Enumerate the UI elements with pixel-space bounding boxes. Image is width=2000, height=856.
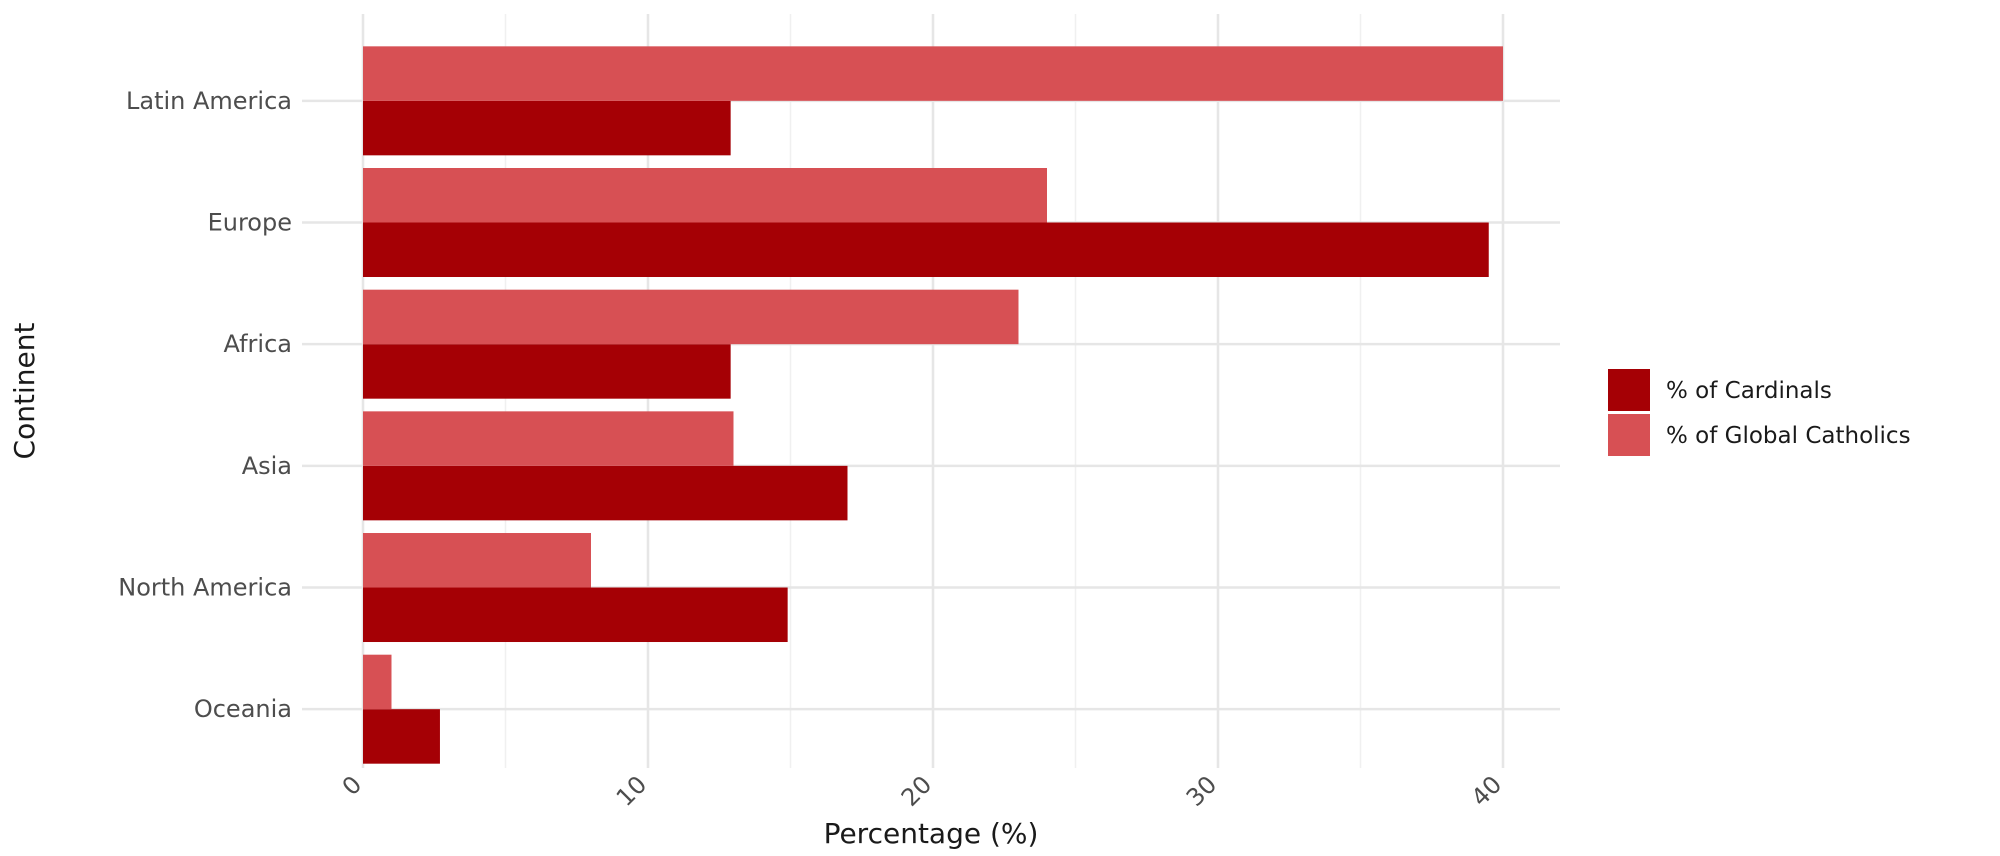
bar-global-catholics-north-america — [363, 533, 591, 588]
bar-cardinals-north-america — [363, 587, 788, 643]
bars-layer — [363, 46, 1503, 764]
bar-cardinals-oceania — [363, 709, 440, 764]
x-tick-label: 20 — [896, 770, 937, 811]
x-axis: 0 10 20 30 40 — [337, 770, 1508, 811]
x-tick-label: 40 — [1466, 770, 1507, 811]
bar-global-catholics-oceania — [363, 654, 392, 710]
y-tick-label: Europe — [208, 209, 292, 237]
legend-key-cardinals — [1608, 369, 1650, 411]
y-axis: Oceania North America Asia Africa Europe Lati… — [118, 87, 292, 723]
x-tick-label: 30 — [1181, 770, 1222, 811]
x-axis-title: Percentage (%) — [824, 817, 1039, 850]
legend-label: % of Cardinals — [1666, 378, 1832, 404]
y-tick-label: Oceania — [194, 695, 292, 723]
legend: % of Cardinals % of Global Catholics — [1608, 369, 1911, 456]
y-axis-title: Continent — [8, 323, 41, 460]
x-tick-label: 10 — [611, 770, 652, 811]
legend-key-global-catholics — [1608, 414, 1650, 456]
bar-cardinals-asia — [363, 465, 848, 521]
bar-cardinals-africa — [363, 344, 731, 399]
bar-global-catholics-africa — [363, 289, 1019, 345]
legend-label: % of Global Catholics — [1666, 423, 1911, 449]
bar-global-catholics-latin-america — [363, 46, 1503, 101]
y-tick-label: North America — [118, 574, 292, 602]
bar-global-catholics-asia — [363, 411, 734, 466]
bar-cardinals-europe — [363, 222, 1489, 278]
y-tick-label: Asia — [242, 452, 292, 480]
y-tick-label: Africa — [224, 330, 292, 358]
y-tick-label: Latin America — [126, 87, 292, 115]
bar-global-catholics-europe — [363, 168, 1047, 223]
bar-cardinals-latin-america — [363, 100, 731, 156]
x-tick-label: 0 — [337, 770, 368, 801]
